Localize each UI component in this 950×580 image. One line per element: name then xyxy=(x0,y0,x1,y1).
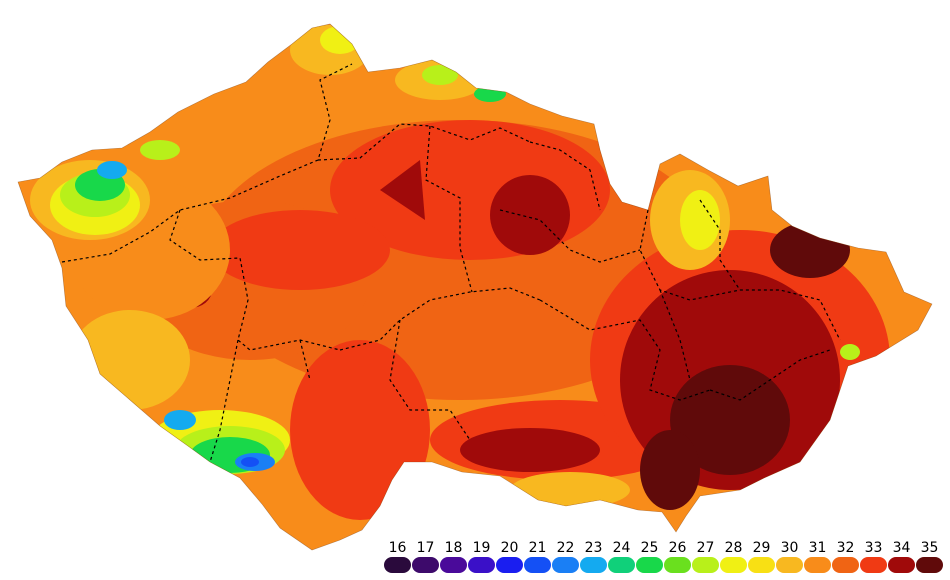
legend-label: 25 xyxy=(640,540,659,556)
legend-label: 16 xyxy=(388,540,407,556)
legend-swatch xyxy=(496,557,523,573)
legend-step: 18 xyxy=(440,540,467,576)
legend-label: 35 xyxy=(920,540,939,556)
legend-label: 22 xyxy=(556,540,575,556)
legend-swatch xyxy=(720,557,747,573)
legend-step: 22 xyxy=(552,540,579,576)
temperature-legend: 16 17 18 19 20 21 22 23 24 25 26 27 28 29 30 31 32 33 34 35 xyxy=(384,540,944,576)
legend-label: 34 xyxy=(892,540,911,556)
legend-swatch xyxy=(440,557,467,573)
legend-swatch xyxy=(860,557,887,573)
legend-step: 35 xyxy=(916,540,943,576)
legend-swatch xyxy=(916,557,943,573)
legend-label: 30 xyxy=(780,540,799,556)
legend-label: 18 xyxy=(444,540,463,556)
legend-swatch xyxy=(832,557,859,573)
legend-label: 33 xyxy=(864,540,883,556)
legend-swatch xyxy=(692,557,719,573)
legend-swatch xyxy=(636,557,663,573)
legend-step: 19 xyxy=(468,540,495,576)
legend-label: 20 xyxy=(500,540,519,556)
legend-step: 25 xyxy=(636,540,663,576)
legend-label: 23 xyxy=(584,540,603,556)
legend-swatch xyxy=(468,557,495,573)
legend-swatch xyxy=(888,557,915,573)
legend-step: 20 xyxy=(496,540,523,576)
legend-step: 29 xyxy=(748,540,775,576)
legend-step: 30 xyxy=(776,540,803,576)
legend-swatch xyxy=(384,557,411,573)
legend-step: 21 xyxy=(524,540,551,576)
legend-swatch xyxy=(552,557,579,573)
legend-step: 34 xyxy=(888,540,915,576)
legend-swatch xyxy=(776,557,803,573)
legend-step: 23 xyxy=(580,540,607,576)
legend-label: 31 xyxy=(808,540,827,556)
legend-swatch xyxy=(608,557,635,573)
legend-swatch xyxy=(412,557,439,573)
legend-label: 21 xyxy=(528,540,547,556)
legend-swatch xyxy=(804,557,831,573)
legend-swatch xyxy=(580,557,607,573)
region-borders xyxy=(61,63,841,463)
legend-swatch xyxy=(664,557,691,573)
legend-step: 32 xyxy=(832,540,859,576)
legend-step: 27 xyxy=(692,540,719,576)
legend-step: 24 xyxy=(608,540,635,576)
legend-step: 17 xyxy=(412,540,439,576)
legend-swatch xyxy=(524,557,551,573)
country-outline xyxy=(17,23,933,551)
legend-step: 26 xyxy=(664,540,691,576)
legend-label: 26 xyxy=(668,540,687,556)
legend-label: 19 xyxy=(472,540,491,556)
legend-label: 17 xyxy=(416,540,435,556)
legend-step: 31 xyxy=(804,540,831,576)
legend-label: 27 xyxy=(696,540,715,556)
legend-label: 29 xyxy=(752,540,771,556)
legend-label: 32 xyxy=(836,540,855,556)
legend-swatch xyxy=(748,557,775,573)
legend-step: 33 xyxy=(860,540,887,576)
legend-step: 16 xyxy=(384,540,411,576)
legend-label: 28 xyxy=(724,540,743,556)
legend-label: 24 xyxy=(612,540,631,556)
legend-step: 28 xyxy=(720,540,747,576)
